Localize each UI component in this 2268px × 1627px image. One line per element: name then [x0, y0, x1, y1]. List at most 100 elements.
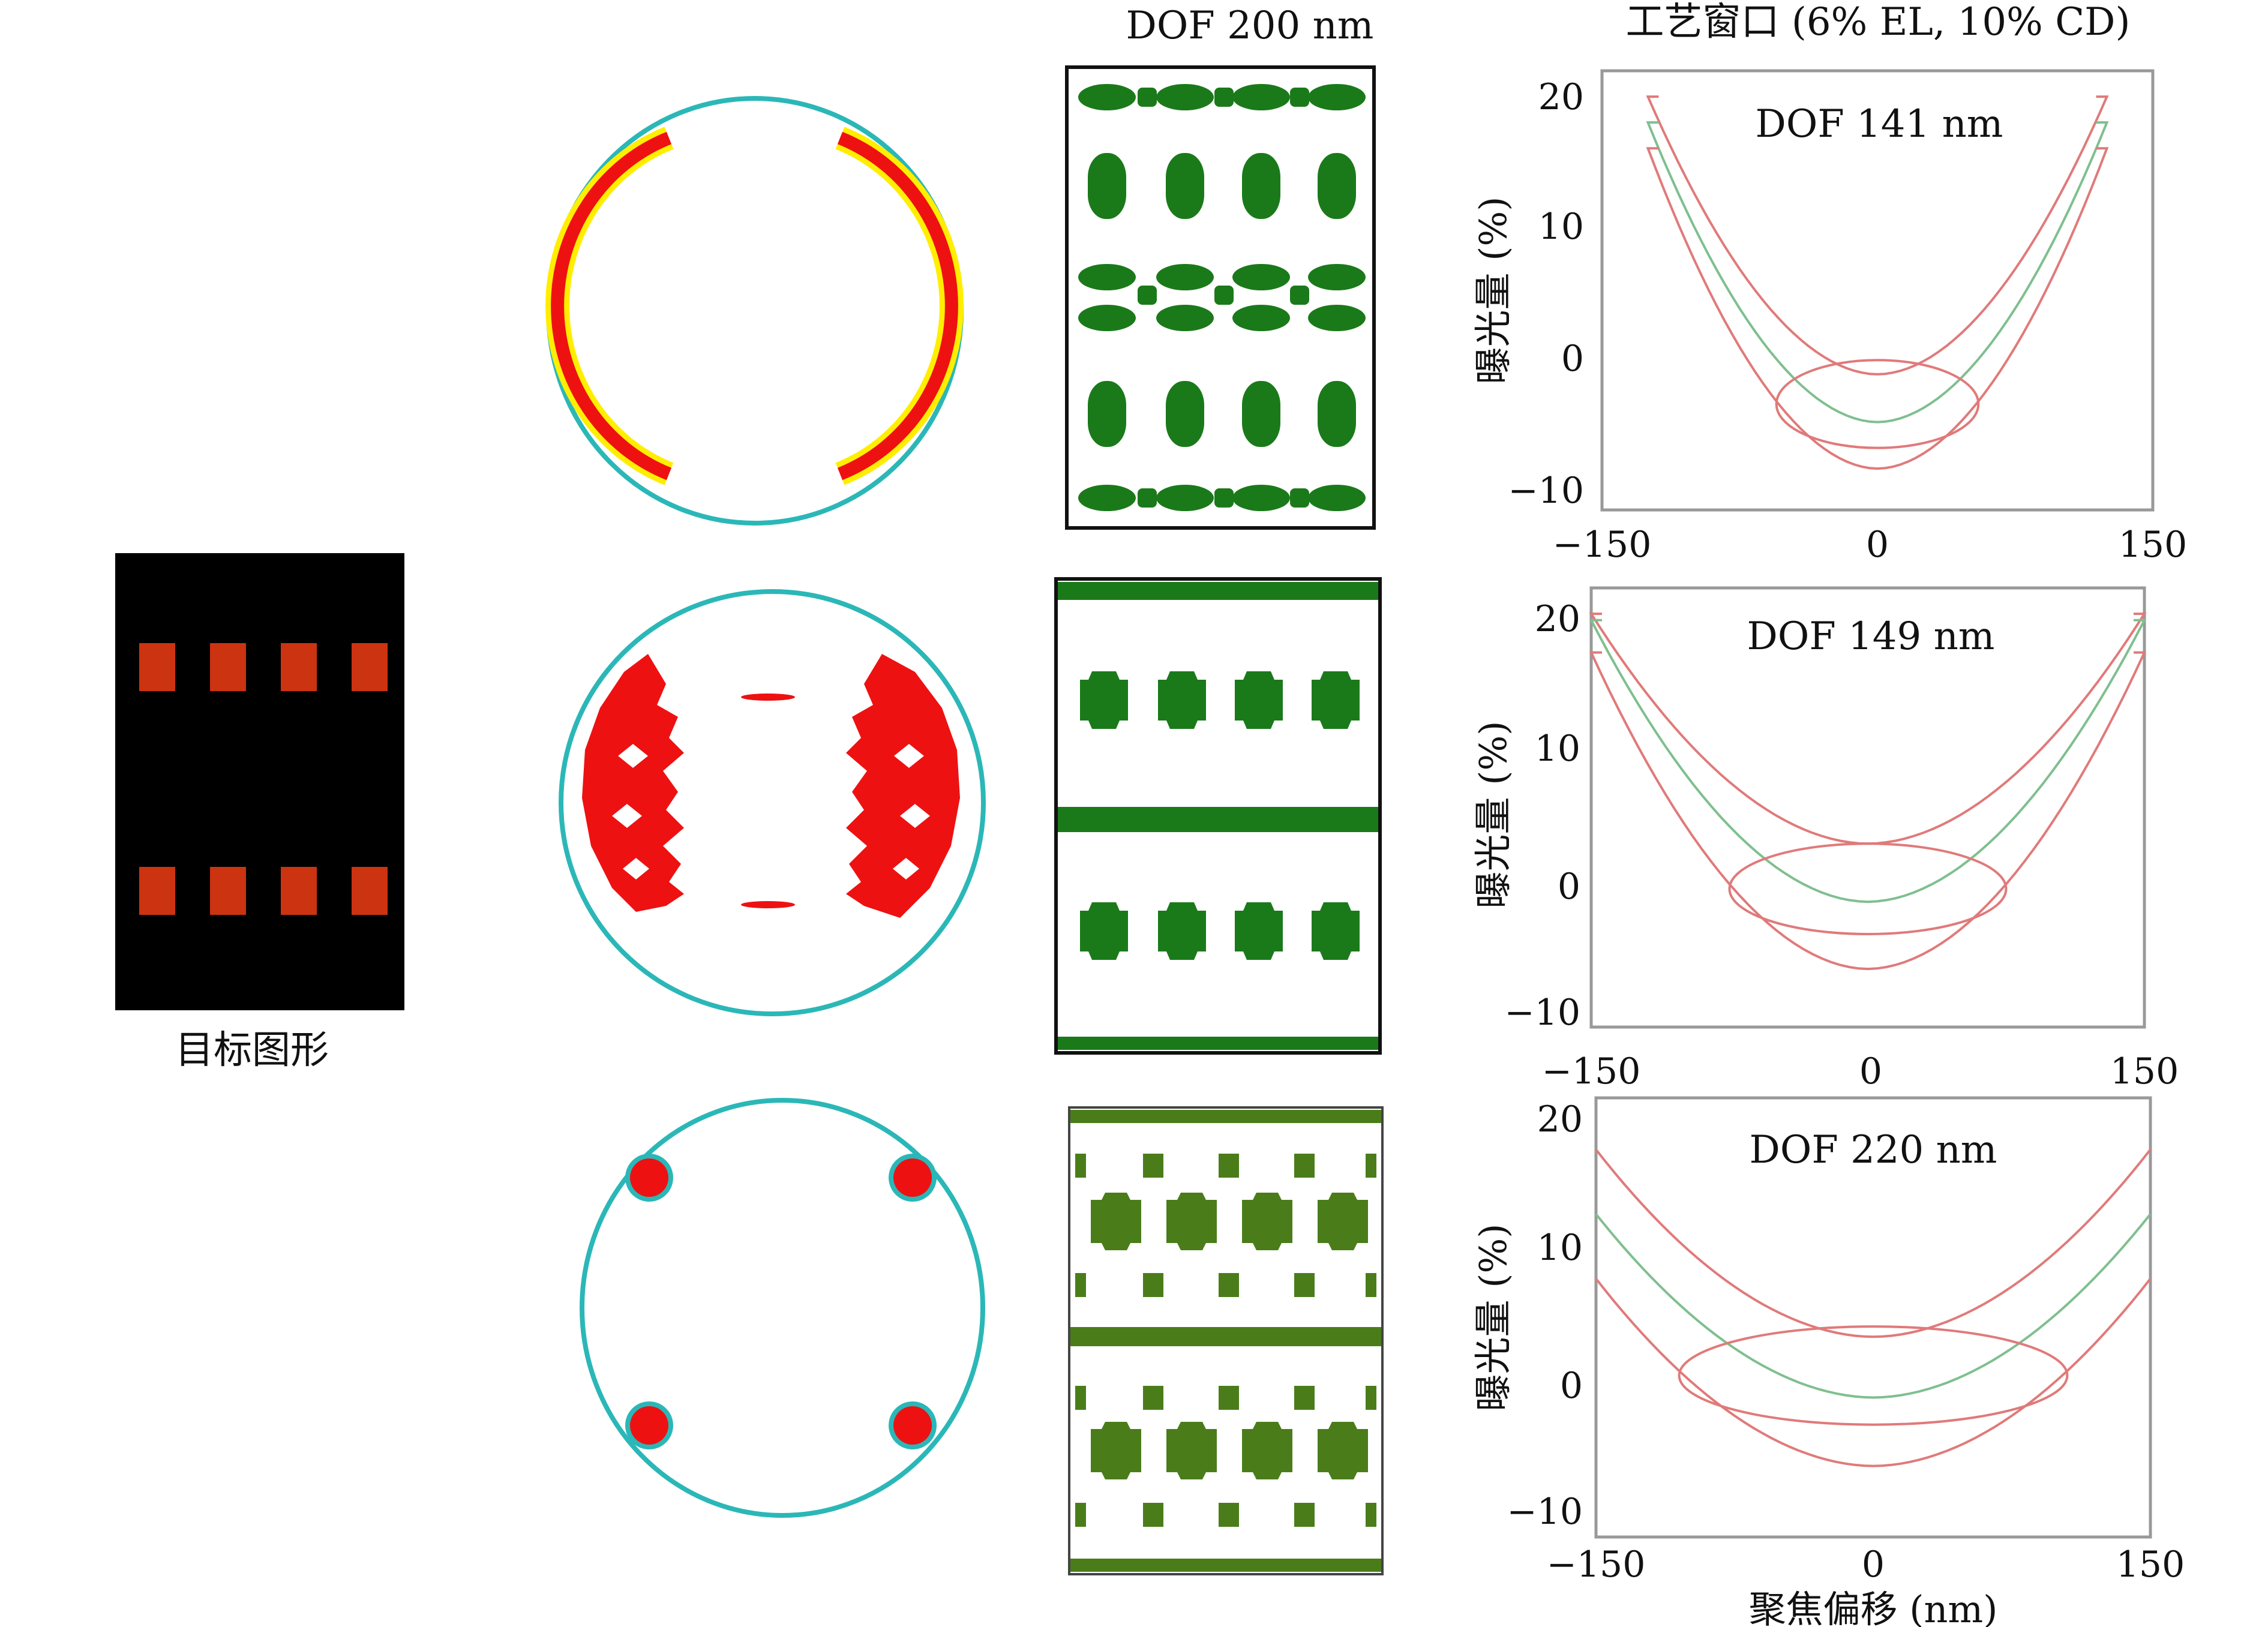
y-tick-label: 10	[1538, 206, 1584, 248]
mask-link	[1214, 88, 1234, 107]
chart-curves	[1589, 613, 2147, 971]
mask-small-contact	[1294, 1503, 1315, 1527]
mask-bar	[1070, 1559, 1381, 1572]
process-window-chart-3: DOF 220 nm 曝光量 (%) 20 10 0 −10 −150 0 15…	[1471, 1096, 2185, 1627]
mask-crescent	[1078, 84, 1136, 110]
mask-link	[1138, 88, 1157, 107]
mask-crescent	[1308, 305, 1366, 331]
mask-crescent	[1232, 485, 1290, 511]
dof-label: DOF 220 nm	[1750, 1128, 1997, 1172]
mask-crescent	[1308, 485, 1366, 511]
mask-pillar	[1166, 381, 1204, 447]
process-window-chart-2: DOF 149 nm 曝光量 (%) 20 10 0 −10 −150 0 15…	[1471, 586, 2179, 1092]
upper-dose-curve	[1646, 95, 2109, 376]
mask-link	[1290, 286, 1309, 305]
source-pole-holes	[612, 744, 930, 879]
mask-small-contact	[1143, 1503, 1163, 1527]
nominal-dose-curve	[1646, 121, 2109, 424]
plot-frame	[1594, 1096, 2152, 1539]
mask-small-contact	[1294, 1273, 1315, 1297]
target-square	[139, 867, 175, 915]
lower-dose-curve	[1595, 1278, 2152, 1467]
mask-link	[1290, 88, 1309, 107]
mask-contact	[1242, 1422, 1292, 1479]
mask-contact	[1235, 902, 1283, 960]
mask-2	[1054, 577, 1382, 1055]
x-tick-label: −150	[1542, 1050, 1641, 1092]
mask-small-contact	[1294, 1154, 1315, 1178]
source-pole	[630, 1158, 668, 1197]
mask-link	[1138, 286, 1157, 305]
y-tick-label: 20	[1535, 598, 1580, 640]
mask-edge-contact	[1366, 1154, 1376, 1178]
process-window-ellipse	[1775, 359, 1980, 449]
mask-bar	[1058, 1037, 1378, 1050]
mask-small-contact	[1143, 1154, 1163, 1178]
target-square	[210, 867, 246, 915]
source-pupil-quadrupole	[580, 1098, 985, 1518]
y-axis-label: 曝光量 (%)	[1471, 721, 1515, 909]
mask-crescent	[1232, 305, 1290, 331]
source-tick-bottom	[741, 901, 795, 908]
lower-dose-curve	[1646, 147, 2109, 470]
mask-crescent	[1232, 84, 1290, 110]
mask-edge-contact	[1366, 1386, 1376, 1410]
mask-contact	[1091, 1422, 1141, 1479]
mask-pillar	[1166, 153, 1204, 219]
mask-bar	[1058, 582, 1378, 600]
x-tick-label: −150	[1547, 1544, 1646, 1586]
mask-3	[1068, 1106, 1384, 1575]
mask-1	[1065, 65, 1376, 530]
source-arc-right-halo	[835, 127, 964, 485]
mask-bar	[1058, 807, 1378, 832]
target-pattern	[115, 553, 404, 1010]
target-squares	[139, 643, 388, 915]
mask-edge-contact	[1075, 1154, 1086, 1178]
plot-frame	[1600, 69, 2155, 512]
plot-frame	[1589, 586, 2146, 1029]
target-square	[210, 643, 246, 691]
source-pole-left	[582, 654, 684, 912]
mask-small-contact	[1219, 1503, 1239, 1527]
mask-edge-contact	[1075, 1386, 1086, 1410]
mask-contact	[1091, 1193, 1141, 1250]
mask-contact	[1166, 1422, 1217, 1479]
mask-crescent	[1232, 264, 1290, 290]
source-pupil-freeform	[559, 589, 986, 1016]
mask-pillar	[1318, 381, 1356, 447]
mask-crescent	[1156, 305, 1214, 331]
mask-column-header: DOF 200 nm	[1126, 4, 1374, 48]
mask-contact	[1318, 1193, 1368, 1250]
mask-edge-contact	[1075, 1273, 1086, 1297]
mask-small-contact	[1294, 1386, 1315, 1410]
x-axis-label: 聚焦偏移 (nm)	[1749, 1587, 1998, 1627]
nominal-dose-curve	[1589, 619, 2147, 903]
x-tick-label: 150	[2119, 524, 2188, 566]
mask-edge-contact	[1366, 1273, 1376, 1297]
mask-contact	[1242, 1193, 1292, 1250]
y-tick-label: −10	[1504, 992, 1580, 1034]
target-square	[139, 643, 175, 691]
mask-pillar	[1242, 153, 1280, 219]
mask-crescent	[1156, 84, 1214, 110]
x-tick-label: 150	[2116, 1544, 2185, 1586]
source-pole	[893, 1158, 932, 1197]
chart-curves	[1646, 95, 2109, 470]
mask-contact	[1318, 1422, 1368, 1479]
pupil-circle	[580, 1098, 985, 1518]
target-square	[352, 867, 388, 915]
mask-features	[1058, 582, 1378, 1050]
window-column-header: 工艺窗口 (6% EL, 10% CD)	[1626, 0, 2131, 44]
process-window-ellipse	[1678, 1325, 2069, 1426]
target-square	[281, 643, 317, 691]
mask-crescent	[1308, 84, 1366, 110]
mask-pillar	[1242, 381, 1280, 447]
mask-crescent	[1078, 485, 1136, 511]
source-pole	[893, 1406, 932, 1445]
mask-contact	[1080, 902, 1128, 960]
mask-pillar	[1088, 381, 1126, 447]
mask-pillar	[1318, 153, 1356, 219]
mask-crescent	[1156, 485, 1214, 511]
source-tick-top	[741, 694, 795, 701]
y-axis-label: 曝光量 (%)	[1471, 1224, 1515, 1412]
